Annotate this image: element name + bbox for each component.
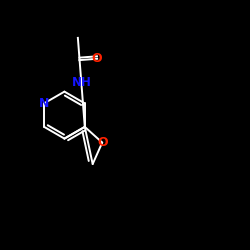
Text: NH: NH <box>72 76 91 89</box>
Text: O: O <box>92 52 102 65</box>
Text: O: O <box>97 136 108 149</box>
Text: N: N <box>39 97 49 110</box>
